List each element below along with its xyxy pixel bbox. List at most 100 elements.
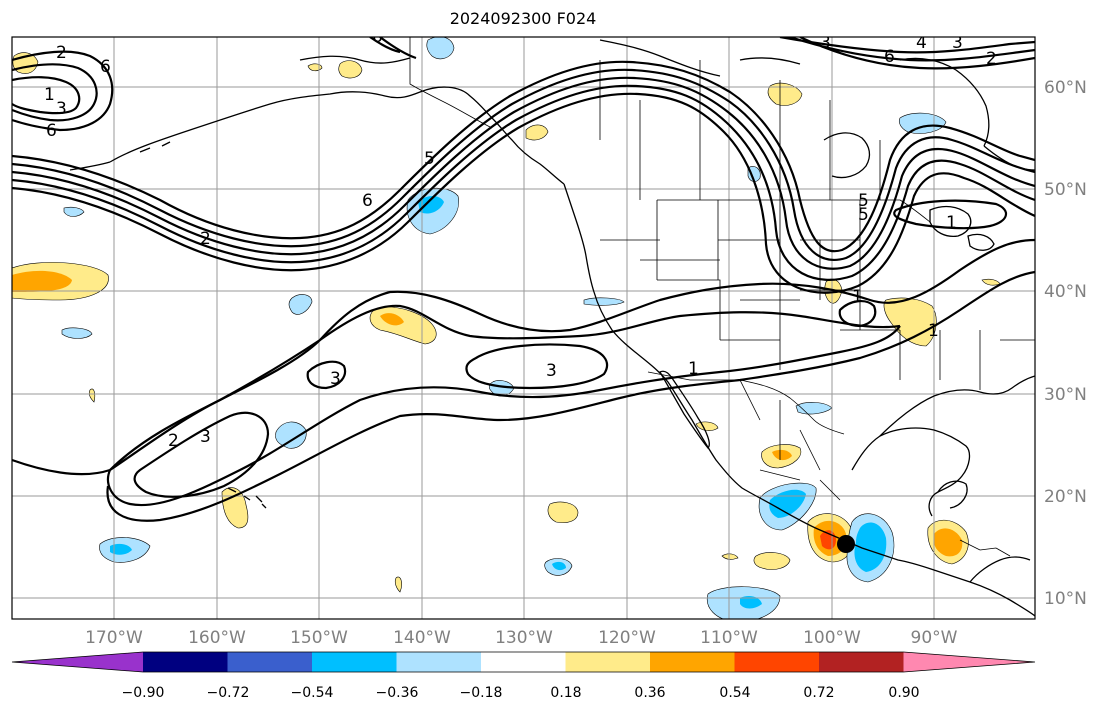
central-america — [969, 556, 1031, 583]
pos-anomaly-90w-core — [933, 528, 963, 557]
pos-anomaly-110w-north — [767, 82, 803, 106]
colorbar-segment — [143, 652, 228, 672]
contour-label: 6 — [884, 47, 895, 67]
pos-anomaly-87w-40n — [883, 297, 937, 347]
contour-label: 3 — [546, 361, 557, 381]
pos-anomaly-125w — [547, 501, 579, 523]
alaska-top-contours — [369, 37, 417, 60]
pos-anomaly-110w-core — [772, 449, 792, 461]
contour-label: 1 — [44, 85, 55, 105]
colorbar-segment — [565, 652, 651, 672]
map-title: 2024092300 F024 — [449, 9, 597, 28]
aleutians — [69, 141, 171, 171]
lon-label: 120°W — [598, 628, 656, 648]
contour-3-loop-west — [133, 411, 270, 498]
colorbar-extend-max — [903, 652, 1035, 672]
lon-label: 130°W — [495, 628, 553, 648]
colorbar-tick-label: 0.90 — [888, 685, 919, 701]
pos-anomaly-tiny-5 — [721, 553, 739, 560]
contour-1-loop-90w — [893, 199, 1007, 230]
neg-anomaly-150w — [288, 294, 313, 315]
contour-1-loop-95w — [838, 300, 877, 328]
lat-label: 60°N — [1044, 78, 1087, 98]
nw-corner-contours — [12, 50, 114, 132]
lon-label: 90°W — [911, 628, 958, 648]
neg-anomaly-150w-25n — [275, 421, 307, 449]
contour-label: 3 — [952, 33, 963, 53]
central-america-borders — [959, 539, 1011, 557]
alaska-north-coast — [299, 55, 411, 64]
contour-lines — [12, 37, 1035, 522]
contour-2-loop — [106, 304, 901, 507]
pos-anomaly-hawaii-gulf — [338, 60, 363, 79]
pos-anomaly-140w — [369, 306, 437, 345]
lon-label: 110°W — [700, 628, 758, 648]
colorbar-outline — [11, 651, 1036, 673]
pos-anomaly-140w-core — [380, 313, 404, 326]
longitude-labels: 170°W 160°W 150°W 140°W 130°W 120°W 110°… — [85, 628, 958, 648]
arctic-islands — [599, 39, 801, 77]
contour-label: 5 — [424, 149, 435, 169]
neg-anomaly-120w-39n — [583, 297, 625, 306]
neg-anomaly-95w-15n-core — [854, 522, 887, 572]
us-west-coast — [593, 291, 1035, 617]
contour-label: 3 — [200, 427, 211, 447]
neg-anomaly-110w-8n-core — [740, 596, 762, 609]
neg-anomaly-140w-core — [418, 196, 444, 214]
us-gulf-coast — [879, 375, 1035, 437]
contour-label-group: 2 6 1 3 6 6 5 6 2 3 3 2 3 3 1 1 1 1 6 4 … — [44, 27, 997, 451]
contour-label: 2 — [200, 229, 211, 249]
ne-corner-contours — [779, 37, 1035, 70]
contour-label: 6 — [372, 27, 383, 47]
colorbar-tick-label: 0.18 — [550, 685, 581, 701]
contour-label: 1 — [946, 213, 957, 233]
jet-contour-1 — [12, 60, 1035, 253]
contour-label: 3 — [820, 33, 831, 53]
pos-anomaly-tiny-1 — [307, 63, 323, 72]
lon-label: 160°W — [188, 628, 246, 648]
political-borders — [409, 37, 1035, 557]
neg-anomaly-170w — [61, 327, 93, 339]
lon-label: 170°W — [85, 628, 143, 648]
lat-label: 40°N — [1044, 282, 1087, 302]
contour-label: 2 — [168, 431, 179, 451]
contour-label: 6 — [362, 191, 373, 211]
lon-label: 150°W — [290, 628, 348, 648]
contour-label: 5 — [858, 205, 869, 225]
contour-label: 3 — [56, 99, 67, 119]
pos-anomaly-west-edge-core — [12, 270, 72, 292]
neg-anomaly-90w-57n — [898, 112, 947, 134]
lat-label: 10°N — [1044, 589, 1087, 609]
neg-anomaly-west-62n — [426, 37, 455, 60]
contour-label: 1 — [688, 359, 699, 379]
colorbar — [11, 651, 1036, 673]
map-frame — [11, 36, 1036, 620]
contour-label: 5 — [858, 191, 869, 211]
jet-contour-4 — [12, 84, 1035, 281]
coastlines — [69, 39, 1035, 617]
latitude-labels: 60°N 50°N 40°N 30°N 20°N 10°N — [1044, 78, 1087, 609]
contour-outer-south — [106, 270, 1035, 522]
storm-center-marker — [837, 535, 855, 553]
colorbar-segment — [734, 652, 820, 672]
colorbar-segment — [481, 652, 566, 672]
colorbar-segment — [396, 652, 482, 672]
colorbar-tick-label: −0.72 — [207, 685, 250, 701]
hudson-coast — [823, 132, 871, 179]
neg-anomaly-112w-55n — [747, 166, 761, 182]
colorbar-tick-label: −0.18 — [460, 685, 503, 701]
contour-label: 3 — [330, 369, 341, 389]
colorbar-segment — [312, 652, 397, 672]
alaska-coast — [109, 86, 565, 185]
neg-anomaly-125w-10n-core — [552, 561, 566, 571]
pos-anomaly-158w — [221, 487, 249, 529]
colorbar-tick-label: 0.36 — [634, 685, 665, 701]
yucatan — [937, 480, 968, 509]
pos-anomaly-105w-small — [753, 552, 791, 570]
contour-label: 2 — [56, 43, 67, 63]
shaded-anomalies — [12, 37, 1001, 619]
lon-label: 140°W — [393, 628, 451, 648]
contour-label: 1 — [928, 321, 939, 341]
lon-label: 100°W — [803, 628, 861, 648]
canada-us-border — [657, 199, 931, 223]
